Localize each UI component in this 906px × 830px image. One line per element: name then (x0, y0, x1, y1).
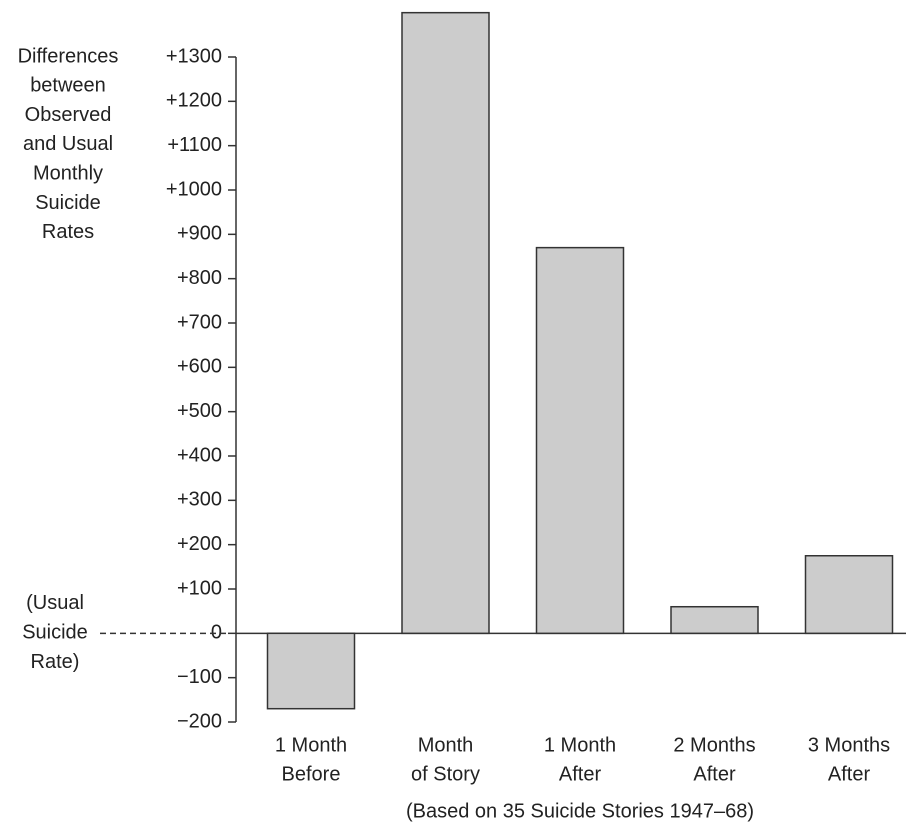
y-tick-label: +500 (177, 400, 222, 422)
x-tick-label: Month (418, 734, 474, 756)
annotation: Suicide (22, 622, 88, 644)
x-tick-label: of Story (411, 763, 480, 785)
y-tick-label: 0 (211, 622, 222, 644)
y-axis-label: Differences (18, 45, 119, 67)
y-tick-label: +400 (177, 444, 222, 466)
y-tick-label: +200 (177, 533, 222, 555)
bar (401, 11, 490, 635)
x-tick-label: After (693, 763, 736, 785)
x-tick-label: 1 Month (275, 734, 347, 756)
y-tick-label: +1300 (166, 45, 222, 67)
x-tick-label: 3 Months (808, 734, 890, 756)
bar (670, 605, 759, 635)
x-tick-label: After (828, 763, 871, 785)
y-axis-label: and Usual (23, 133, 113, 155)
y-tick-label: +600 (177, 356, 222, 378)
y-axis-label: between (30, 75, 106, 97)
annotation: (Usual (26, 592, 84, 614)
x-tick-label: After (559, 763, 602, 785)
annotation: Rate) (31, 651, 80, 673)
y-tick-label: +700 (177, 311, 222, 333)
bar (266, 632, 356, 710)
x-tick-label: 1 Month (544, 734, 616, 756)
y-tick-label: +1200 (166, 90, 222, 112)
x-tick-label: 2 Months (673, 734, 755, 756)
y-tick-label: −100 (177, 666, 222, 688)
y-tick-label: +100 (177, 577, 222, 599)
bar (804, 555, 894, 635)
footnote: (Based on 35 Suicide Stories 1947–68) (406, 800, 754, 822)
y-tick-label: +1100 (167, 134, 222, 156)
bar (535, 246, 625, 635)
y-axis-label: Observed (25, 104, 112, 126)
y-axis-label: Suicide (35, 192, 101, 214)
y-tick-label: +1000 (166, 178, 222, 200)
y-tick-label: +900 (177, 223, 222, 245)
x-tick-label: Before (282, 763, 341, 785)
y-axis-label: Rates (42, 221, 94, 243)
y-tick-label: −200 (177, 710, 222, 732)
y-tick-label: +300 (177, 489, 222, 511)
y-tick-label: +800 (177, 267, 222, 289)
y-axis-label: Monthly (33, 162, 103, 184)
